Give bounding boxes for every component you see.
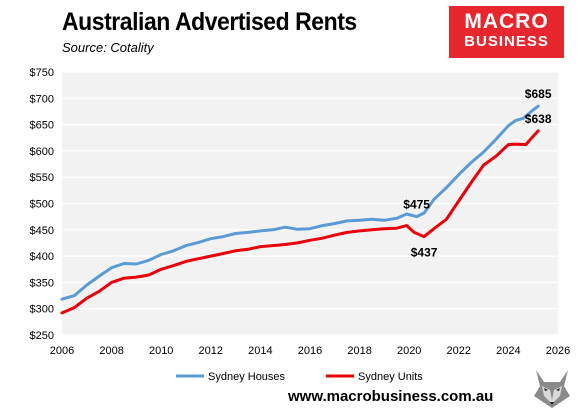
series-line-sydney-units — [60, 129, 540, 315]
x-tick-label: 2022 — [447, 345, 471, 357]
x-tick-label: 2018 — [347, 345, 371, 357]
x-tick-label: 2006 — [50, 345, 74, 357]
x-tick-label: 2020 — [397, 345, 421, 357]
footer-url: www.macrobusiness.com.au — [288, 388, 494, 405]
y-tick-label: $500 — [30, 199, 54, 211]
x-tick-label: 2016 — [298, 345, 322, 357]
legend-label: Sydney Houses — [208, 371, 286, 383]
y-tick-label: $600 — [30, 146, 54, 158]
series-line-sydney-houses — [60, 104, 540, 301]
y-tick-label: $450 — [30, 225, 54, 237]
macrobusiness-logo: MACRO BUSINESS — [449, 6, 564, 58]
data-label: $437 — [411, 246, 438, 260]
y-tick-label: $750 — [30, 67, 54, 79]
data-label: $685 — [525, 87, 552, 101]
x-tick-label: 2024 — [496, 345, 520, 357]
y-tick-label: $350 — [30, 277, 54, 289]
y-tick-label: $400 — [30, 251, 54, 263]
x-tick-label: 2010 — [149, 345, 173, 357]
y-tick-label: $550 — [30, 172, 54, 184]
y-tick-label: $700 — [30, 93, 54, 105]
chart-title: Australian Advertised Rents — [62, 8, 357, 36]
chart-source: Source: Cotality — [62, 40, 154, 55]
y-tick-label: $650 — [30, 120, 54, 132]
legend-label: Sydney Units — [358, 371, 423, 383]
x-tick-label: 2014 — [248, 345, 272, 357]
x-tick-label: 2012 — [199, 345, 223, 357]
logo-line-1: MACRO — [464, 10, 549, 33]
y-tick-label: $300 — [30, 304, 54, 316]
logo-line-2: BUSINESS — [464, 33, 549, 50]
fox-icon — [530, 366, 574, 410]
y-tick-label: $250 — [30, 330, 54, 342]
data-label: $638 — [525, 112, 552, 126]
data-label: $475 — [403, 198, 430, 212]
x-tick-label: 2008 — [99, 345, 123, 357]
x-tick-label: 2026 — [546, 345, 570, 357]
